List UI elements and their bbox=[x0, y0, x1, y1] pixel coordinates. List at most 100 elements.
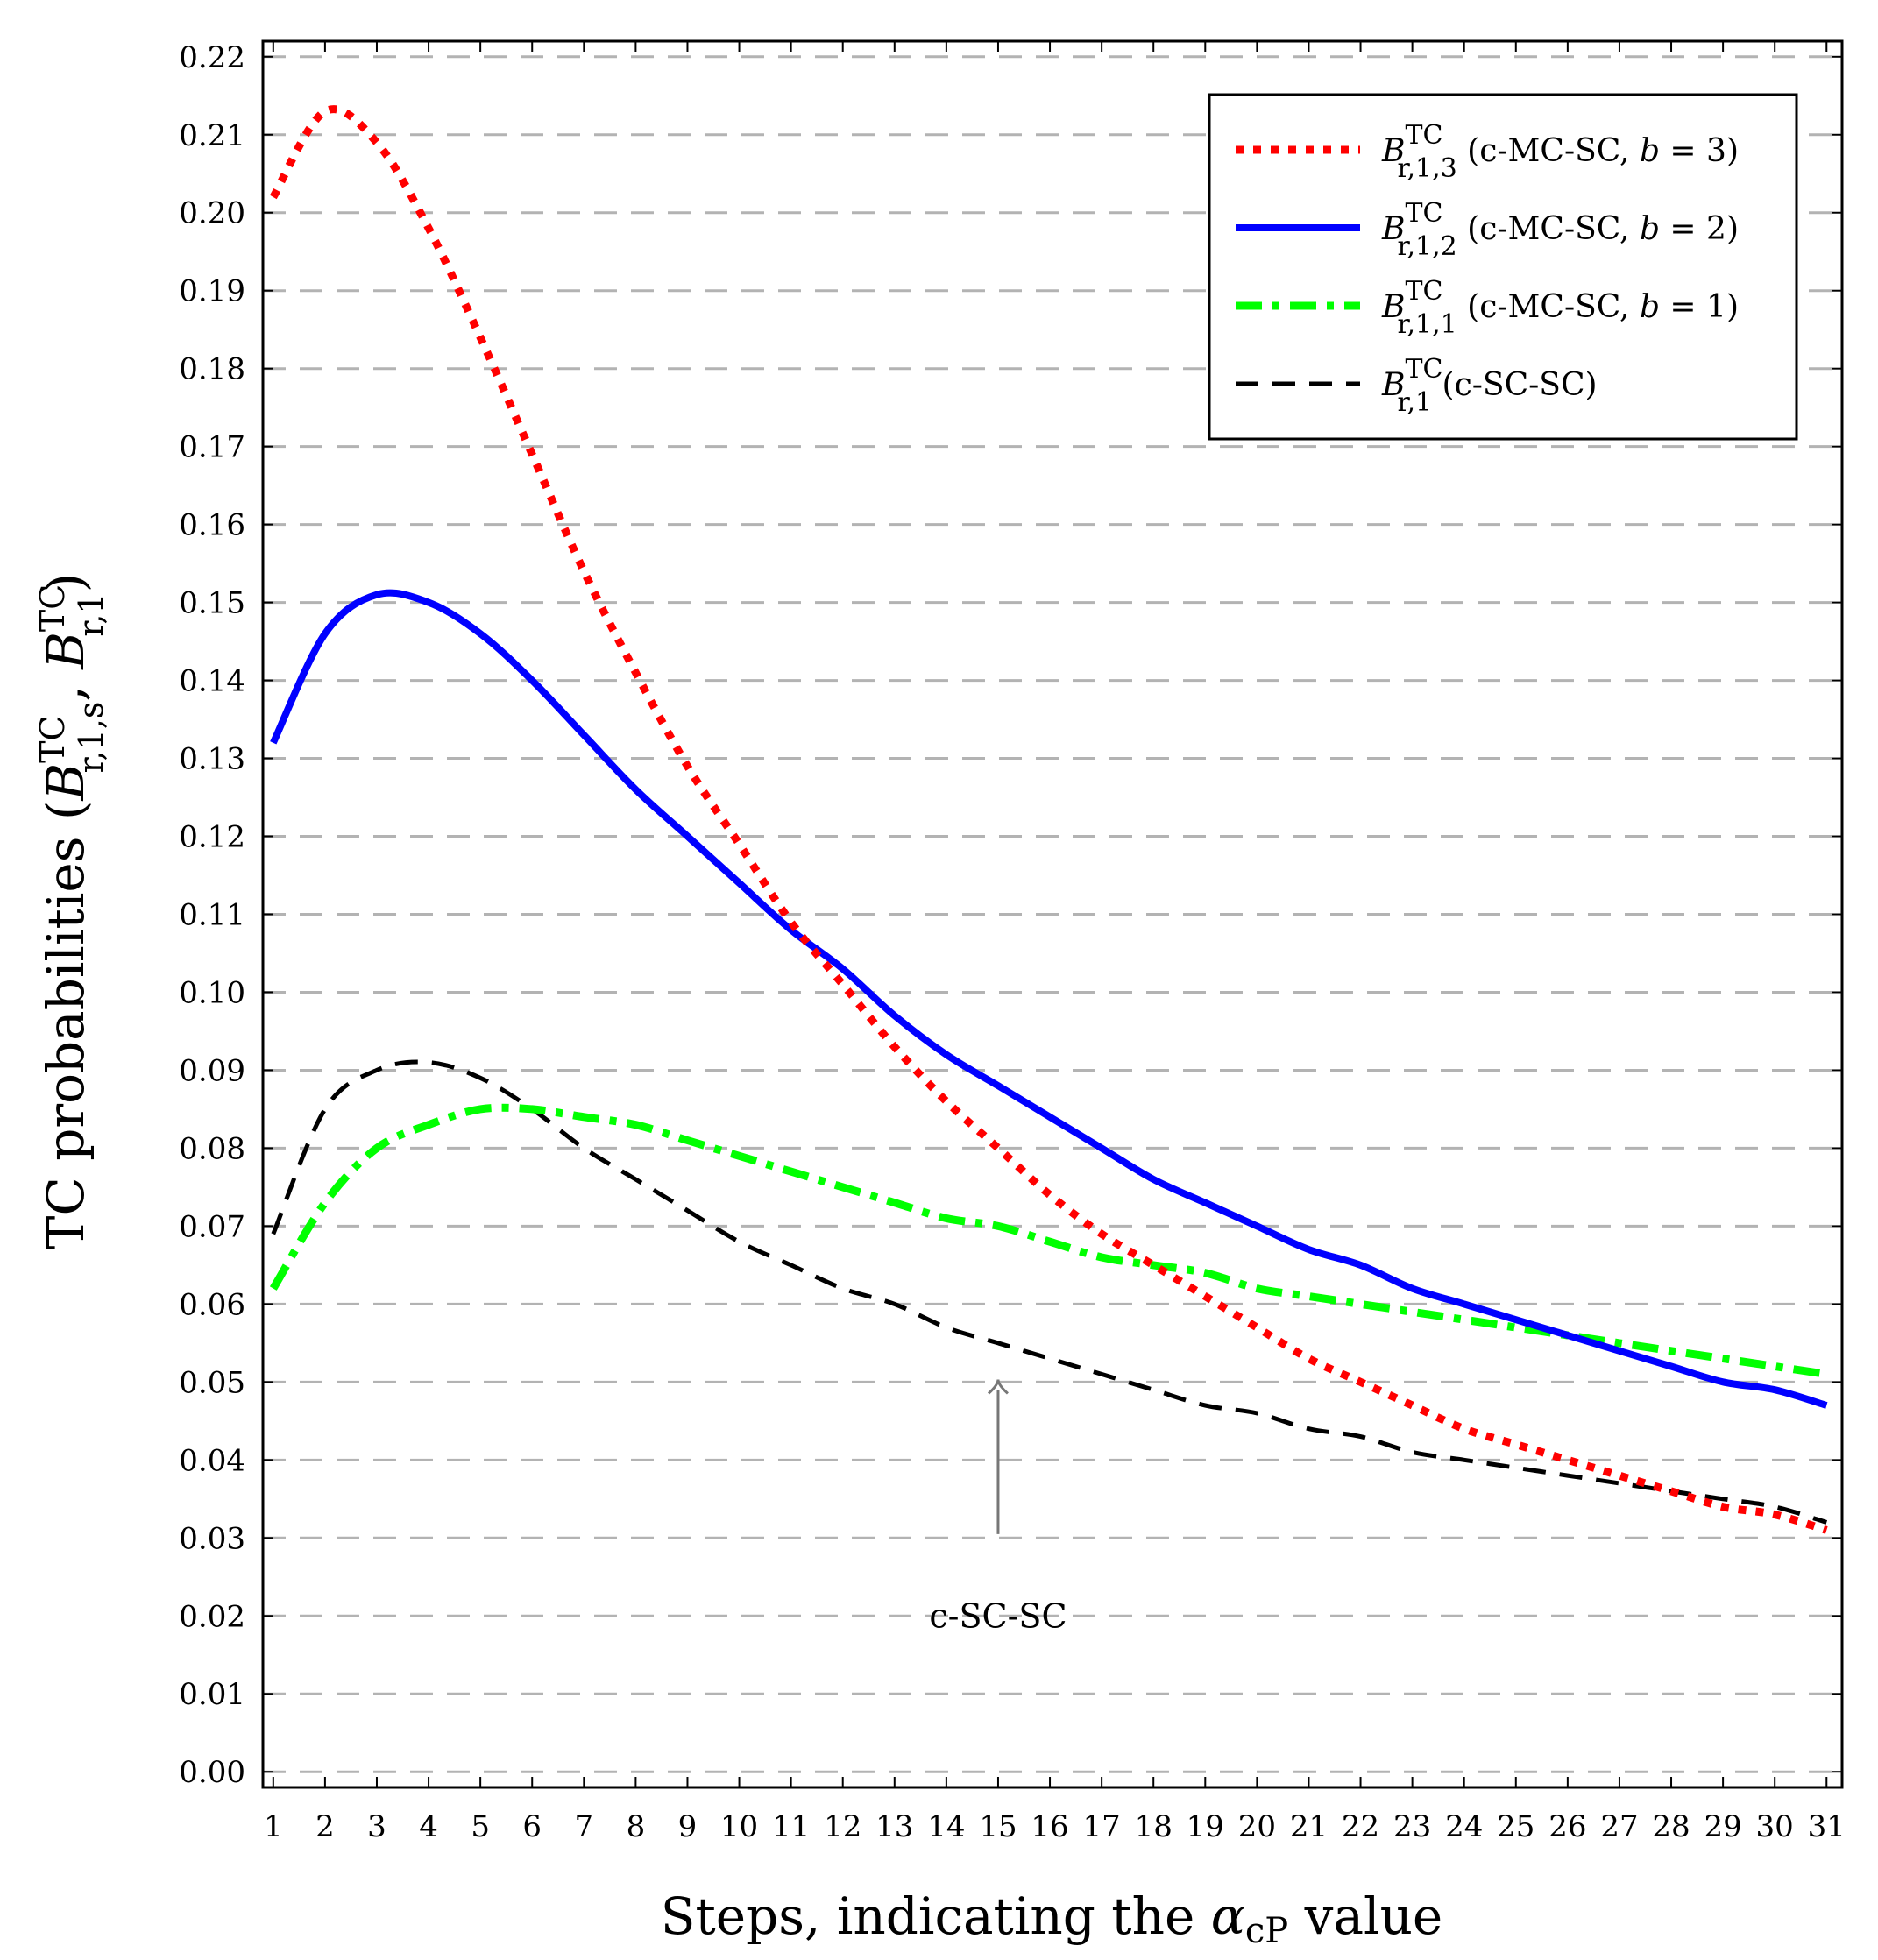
legend-sup: TC bbox=[1405, 120, 1442, 151]
y-tick-label: 0.09 bbox=[179, 1053, 245, 1088]
y-tick-label: 0.10 bbox=[179, 975, 245, 1010]
x-tick-label: 12 bbox=[824, 1809, 861, 1844]
x-tick-label: 15 bbox=[979, 1809, 1017, 1844]
legend-text: (c-MC-SC, bbox=[1457, 211, 1640, 247]
legend-text: (c-SC-SC) bbox=[1432, 367, 1597, 403]
y-tick-label: 0.07 bbox=[179, 1209, 245, 1244]
x-tick-label: 22 bbox=[1342, 1809, 1379, 1844]
x-tick-label: 24 bbox=[1445, 1809, 1483, 1844]
legend-b: B bbox=[1381, 133, 1405, 169]
y-tick-label: 0.05 bbox=[179, 1365, 245, 1400]
x-tick-label: 8 bbox=[627, 1809, 646, 1844]
x-tick-label: 29 bbox=[1704, 1809, 1741, 1844]
y-tick-label: 0.06 bbox=[179, 1287, 245, 1322]
x-tick-label: 19 bbox=[1187, 1809, 1224, 1844]
x-axis-title-main: Steps, indicating the bbox=[661, 1886, 1211, 1946]
x-tick-label: 9 bbox=[678, 1809, 698, 1844]
x-tick-label: 23 bbox=[1393, 1809, 1431, 1844]
legend-text: (c-MC-SC, bbox=[1457, 289, 1640, 325]
legend-sup: TC bbox=[1405, 354, 1442, 385]
y-axis-title-close: ) bbox=[36, 573, 96, 593]
x-tick-label: 26 bbox=[1548, 1809, 1586, 1844]
y-tick-label: 0.17 bbox=[179, 430, 245, 465]
x-tick-label: 3 bbox=[367, 1809, 386, 1844]
y-tick-label: 0.04 bbox=[179, 1443, 245, 1478]
legend-var: b bbox=[1640, 211, 1660, 247]
legend-sub: r,1 bbox=[1397, 387, 1432, 418]
x-tick-label: 25 bbox=[1497, 1809, 1534, 1844]
axis-ticks: 0.00 0.01 0.02 0.03 0.04 0.05 0.06 0.07 0.08 0.09… bbox=[179, 40, 1846, 1844]
y-tick-label: 0.01 bbox=[179, 1677, 245, 1712]
x-tick-label: 17 bbox=[1082, 1809, 1120, 1844]
y-tick-label: 0.16 bbox=[179, 508, 245, 543]
y-tick-label: 0.14 bbox=[179, 664, 245, 699]
x-axis-title-symbol: α bbox=[1211, 1886, 1245, 1946]
annotation: c-SC-SC bbox=[929, 1379, 1067, 1636]
gridlines bbox=[263, 55, 1842, 1773]
series-line-1 bbox=[269, 105, 1828, 1534]
y-tick-label: 0.15 bbox=[179, 586, 245, 621]
x-tick-label: 1 bbox=[264, 1809, 283, 1844]
legend-label: BTC r,1,2 (c-MC-SC, b = 2) bbox=[1381, 198, 1739, 262]
x-tick-label: 18 bbox=[1135, 1809, 1173, 1844]
legend-label: BTC r,1,1 (c-MC-SC, b = 1) bbox=[1381, 276, 1739, 340]
x-axis-title: Steps, indicating the αcP value bbox=[661, 1886, 1443, 1951]
y-axis-title-sep: , bbox=[36, 669, 96, 702]
legend: BTC r,1,3 (c-MC-SC, b = 3)BTC r,1,2 (c-MC-… bbox=[1208, 93, 1798, 441]
y-tick-label: 0.08 bbox=[179, 1131, 245, 1166]
legend-sup: TC bbox=[1405, 198, 1442, 229]
legend-var: b bbox=[1640, 289, 1660, 325]
legend-sup: TC bbox=[1405, 276, 1442, 307]
y-tick-label: 0.13 bbox=[179, 742, 245, 777]
x-tick-label: 5 bbox=[471, 1809, 490, 1844]
annotation-label: c-SC-SC bbox=[929, 1597, 1067, 1636]
y-tick-label: 0.19 bbox=[179, 274, 245, 309]
series-lines bbox=[269, 105, 1828, 1534]
x-tick-label: 16 bbox=[1031, 1809, 1068, 1844]
legend-b: B bbox=[1381, 211, 1405, 247]
y-tick-label: 0.18 bbox=[179, 352, 245, 387]
y-axis-title-b2-sup: TC bbox=[33, 584, 72, 632]
legend-sub: r,1,3 bbox=[1397, 153, 1456, 184]
y-tick-label: 0.02 bbox=[179, 1599, 245, 1634]
series-line-4 bbox=[271, 1059, 1828, 1525]
x-tick-label: 6 bbox=[522, 1809, 542, 1844]
x-tick-label: 14 bbox=[927, 1809, 965, 1844]
x-tick-label: 7 bbox=[574, 1809, 593, 1844]
y-axis-title-b1: B bbox=[36, 763, 96, 802]
y-axis-title-main: TC probabilities ( bbox=[36, 800, 96, 1249]
legend-eq: = 3) bbox=[1660, 133, 1739, 169]
y-axis-title-b1-sup: TC bbox=[33, 715, 72, 762]
y-tick-label: 0.03 bbox=[179, 1521, 245, 1556]
legend-eq: = 1) bbox=[1660, 289, 1739, 325]
legend-label: BTC r,1,3 (c-MC-SC, b = 3) bbox=[1381, 120, 1739, 184]
y-tick-label: 0.11 bbox=[179, 898, 245, 933]
x-tick-label: 27 bbox=[1600, 1809, 1638, 1844]
legend-b: B bbox=[1381, 367, 1405, 403]
x-tick-label: 10 bbox=[720, 1809, 758, 1844]
x-axis-title-tail: value bbox=[1288, 1886, 1442, 1946]
y-axis-title-b2-sub: r,1 bbox=[72, 592, 110, 636]
x-tick-label: 20 bbox=[1238, 1809, 1276, 1844]
x-tick-label: 31 bbox=[1808, 1809, 1846, 1844]
y-tick-label: 0.00 bbox=[179, 1755, 245, 1790]
series-line-2 bbox=[270, 589, 1828, 1409]
legend-eq: = 2) bbox=[1660, 211, 1739, 247]
legend-var: b bbox=[1640, 133, 1660, 169]
y-tick-label: 0.22 bbox=[179, 40, 245, 75]
legend-sub: r,1,1 bbox=[1397, 309, 1456, 340]
y-tick-label: 0.12 bbox=[179, 820, 245, 855]
x-tick-label: 28 bbox=[1652, 1809, 1690, 1844]
plot-frame bbox=[261, 39, 1844, 1789]
y-axis-title: TC probabilities (BTCr,1,s, BTCr,1) bbox=[33, 573, 110, 1249]
legend-text: (c-MC-SC, bbox=[1457, 133, 1640, 169]
x-tick-label: 30 bbox=[1756, 1809, 1794, 1844]
legend-sub: r,1,2 bbox=[1397, 231, 1456, 262]
x-tick-label: 11 bbox=[772, 1809, 810, 1844]
x-axis-title-subscript: cP bbox=[1245, 1911, 1288, 1951]
x-tick-label: 4 bbox=[419, 1809, 438, 1844]
y-tick-label: 0.21 bbox=[179, 118, 245, 153]
legend-b: B bbox=[1381, 289, 1405, 325]
x-tick-label: 21 bbox=[1290, 1809, 1328, 1844]
